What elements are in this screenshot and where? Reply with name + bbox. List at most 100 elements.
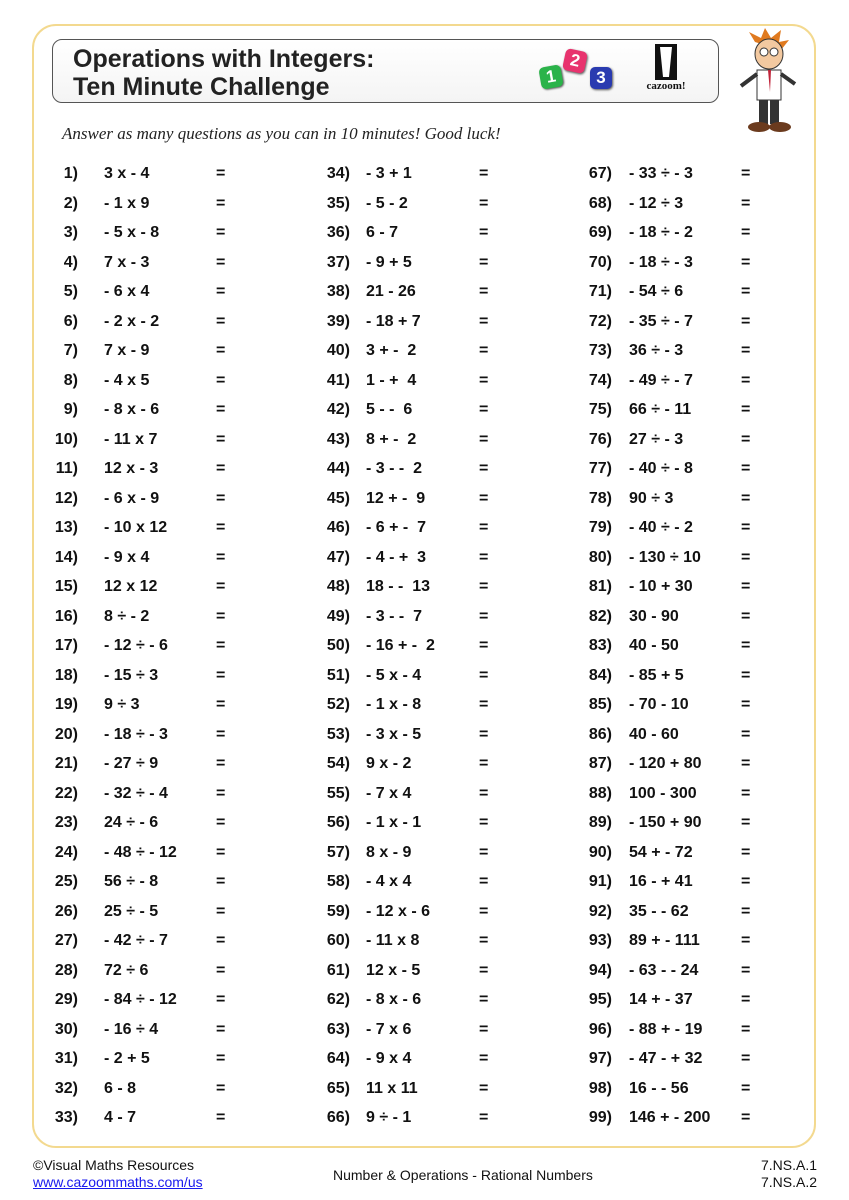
question-number: 37) xyxy=(326,253,350,271)
equals-sign: = xyxy=(216,696,226,713)
equals-sign: = xyxy=(479,607,489,625)
question-number: 94) xyxy=(588,961,612,979)
question-number: 72) xyxy=(588,312,612,330)
question-expression: 6 - 7 xyxy=(366,224,399,241)
equals-sign: = xyxy=(216,489,226,507)
equals-sign: = xyxy=(216,755,226,772)
question-number: 53) xyxy=(326,725,350,743)
equals-sign: = xyxy=(216,1109,226,1126)
question-number: 99) xyxy=(588,1109,612,1126)
equals-sign: = xyxy=(216,932,226,949)
question-expression: - 7 x 6 xyxy=(366,1020,412,1038)
question-expression: 146 + - 200 xyxy=(629,1109,711,1126)
question-expression: - 18 ÷ - 3 xyxy=(104,725,168,743)
question-expression: - 6 + - 7 xyxy=(366,519,427,536)
equals-sign: = xyxy=(216,814,226,831)
question-number: 43) xyxy=(326,430,350,448)
question-expression: - 40 ÷ - 2 xyxy=(629,519,693,536)
equals-sign: = xyxy=(216,548,226,566)
question-number: 9) xyxy=(63,401,78,418)
question-expression: - 1 x 9 xyxy=(104,194,150,212)
equals-sign: = xyxy=(479,342,489,359)
question-expression: 89 + - 111 xyxy=(629,932,700,949)
question-expression: - 18 + 7 xyxy=(366,312,421,330)
equals-sign: = xyxy=(479,489,489,507)
equals-sign: = xyxy=(741,194,751,212)
question-number: 86) xyxy=(588,725,612,743)
question-number: 20) xyxy=(54,725,78,743)
equals-sign: = xyxy=(479,312,489,330)
equals-sign: = xyxy=(216,430,226,448)
question-expression: - 70 - 10 xyxy=(629,696,689,713)
question-number: 31) xyxy=(54,1050,78,1067)
question-number: 83) xyxy=(588,637,612,654)
question-number: 36) xyxy=(326,224,350,241)
question-expression: - 3 x - 5 xyxy=(366,725,422,743)
equals-sign: = xyxy=(479,224,489,241)
equals-sign: = xyxy=(216,991,226,1008)
equals-sign: = xyxy=(741,371,751,389)
equals-sign: = xyxy=(479,253,489,271)
question-number: 30) xyxy=(54,1020,78,1038)
question-number: 52) xyxy=(326,696,350,713)
equals-sign: = xyxy=(741,253,751,271)
question-number: 13) xyxy=(54,519,78,536)
equals-sign: = xyxy=(479,814,489,831)
question-number: 38) xyxy=(326,283,350,300)
question-number: 89) xyxy=(588,814,612,831)
question-expression: 8 ÷ - 2 xyxy=(104,607,150,625)
question-expression: - 84 ÷ - 12 xyxy=(104,991,177,1008)
question-number: 7) xyxy=(63,342,78,359)
equals-sign: = xyxy=(479,873,489,890)
equals-sign: = xyxy=(216,637,226,654)
equals-sign: = xyxy=(479,961,489,979)
question-expression: 66 ÷ - 11 xyxy=(629,401,692,418)
question-expression: - 1 x - 8 xyxy=(366,696,422,713)
question-expression: - 120 + 80 xyxy=(629,755,702,772)
question-expression: 12 + - 9 xyxy=(366,489,426,507)
question-number: 19) xyxy=(54,696,78,713)
die-1-icon: 1 xyxy=(538,64,564,90)
question-number: 92) xyxy=(588,902,612,920)
question-expression: - 12 ÷ 3 xyxy=(629,194,684,212)
equals-sign: = xyxy=(741,578,751,595)
equals-sign: = xyxy=(216,1020,226,1038)
question-expression: - 6 x 4 xyxy=(104,283,150,300)
equals-sign: = xyxy=(216,1050,226,1067)
question-number: 14) xyxy=(54,548,78,566)
equals-sign: = xyxy=(741,342,751,359)
equals-sign: = xyxy=(741,873,751,890)
equals-sign: = xyxy=(741,932,751,949)
question-number: 74) xyxy=(588,371,612,389)
question-expression: - 5 - 2 xyxy=(366,194,408,212)
question-number: 6) xyxy=(63,312,78,330)
question-number: 12) xyxy=(54,489,78,507)
question-expression: - 33 ÷ - 3 xyxy=(629,165,693,182)
question-number: 22) xyxy=(54,784,78,802)
question-number: 96) xyxy=(588,1020,612,1038)
title-line-1: Operations with Integers: xyxy=(73,45,375,73)
question-expression: - 42 ÷ - 7 xyxy=(104,932,168,949)
question-number: 98) xyxy=(588,1079,612,1097)
question-number: 85) xyxy=(588,696,612,713)
equals-sign: = xyxy=(741,312,751,330)
instructions: Answer as many questions as you can in 1… xyxy=(62,124,501,143)
question-number: 40) xyxy=(326,342,350,359)
question-number: 78) xyxy=(588,489,612,507)
question-number: 95) xyxy=(588,991,612,1008)
question-expression: - 48 ÷ - 12 xyxy=(104,843,177,861)
question-expression: 3 + - 2 xyxy=(366,342,417,359)
question-expression: - 32 ÷ - 4 xyxy=(104,784,168,802)
question-expression: 3 x - 4 xyxy=(104,165,150,182)
question-expression: 40 - 50 xyxy=(629,637,679,654)
question-expression: 16 - - 56 xyxy=(629,1079,689,1097)
question-expression: 12 x - 3 xyxy=(104,460,159,477)
question-number: 3) xyxy=(63,224,78,241)
question-expression: - 4 x 5 xyxy=(104,371,150,389)
equals-sign: = xyxy=(741,843,751,861)
equals-sign: = xyxy=(479,165,489,182)
question-expression: - 150 + 90 xyxy=(629,814,702,831)
question-expression: 12 x - 5 xyxy=(366,961,421,979)
website-link[interactable]: www.cazoommaths.com/us xyxy=(33,1174,203,1190)
question-number: 11) xyxy=(55,460,78,477)
